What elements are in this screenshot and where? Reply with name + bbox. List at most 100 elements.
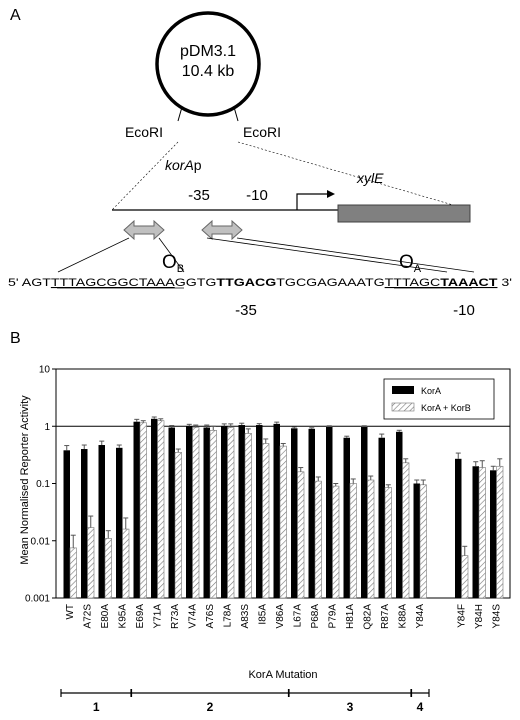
gene-box: [337, 204, 471, 223]
y-tick-label: 0.001: [25, 594, 50, 605]
bar-kora-korb: [496, 465, 504, 599]
ecori-left-tick: [177, 106, 183, 122]
ob-line-right: [158, 237, 185, 273]
group-label: 2: [207, 700, 214, 714]
x-tick-label: V86A: [275, 604, 286, 629]
bar-kora-korb: [279, 445, 287, 599]
bar-kora: [186, 426, 193, 598]
promoter-label: korAp: [165, 157, 202, 173]
oa-line-right: [236, 237, 475, 273]
bar-kora-korb: [244, 433, 252, 599]
bar-kora: [343, 437, 350, 598]
x-tick-label: WT: [65, 604, 76, 620]
bar-kora-korb: [69, 547, 77, 599]
ob-arrow: [123, 219, 165, 241]
y-tick-label: 10: [39, 365, 51, 376]
oa-label: OA: [399, 252, 422, 275]
bar-kora: [273, 423, 280, 598]
mutation-groups: 1 2 3 4: [60, 689, 430, 714]
promoter-minus10-label: -10: [246, 187, 268, 204]
legend-label-kora-korb: KorA + KorB: [421, 403, 471, 413]
bar-kora: [308, 428, 315, 598]
x-tick-label: A76S: [205, 604, 216, 629]
bar-kora-korb: [192, 427, 200, 599]
y-tick-label: 0.01: [31, 536, 51, 547]
ecori-right-label: EcoRI: [243, 124, 281, 140]
ecori-left-label: EcoRI: [125, 124, 163, 140]
x-tick-label: L78A: [223, 604, 234, 628]
bar-kora-korb: [297, 471, 305, 599]
x-tick-label: P68A: [310, 604, 321, 629]
x-tick-label: R73A: [170, 604, 181, 629]
bar-kora: [396, 431, 403, 598]
ob-line-left: [57, 237, 130, 273]
ecori-right-tick: [233, 106, 239, 122]
x-tick-label: A72S: [83, 604, 94, 629]
promoter-minus35-label: -35: [188, 187, 210, 204]
x-tick-label: K88A: [398, 604, 409, 629]
bar-kora: [133, 421, 140, 598]
bar-kora-korb: [349, 483, 357, 599]
bar-kora: [203, 427, 210, 598]
bar-kora: [168, 427, 175, 598]
x-tick-label: Y84S: [492, 604, 503, 629]
bar-kora: [413, 483, 420, 598]
bar-kora-korb: [332, 485, 340, 599]
x-tick-label: P79A: [328, 604, 339, 629]
group-label: 3: [347, 700, 354, 714]
bar-kora-korb: [402, 462, 410, 599]
x-tick-label: K95A: [118, 604, 129, 629]
legend-label-kora: KorA: [421, 386, 441, 396]
panel-a: A pDM3.1 10.4 kb EcoRI EcoRI korAp xylE …: [8, 7, 512, 319]
x-tick-label: Y84F: [457, 604, 468, 628]
panel-b-label: B: [10, 330, 21, 347]
bar-kora: [98, 445, 105, 598]
bar-kora-korb: [384, 487, 392, 599]
x-tick-label: L67A: [293, 604, 304, 628]
bar-kora: [151, 418, 158, 598]
bar-kora-korb: [122, 528, 130, 599]
bar-kora-korb: [139, 422, 147, 599]
bar-kora: [455, 458, 462, 598]
x-tick-label: I85A: [258, 604, 269, 625]
x-axis-label: KorA Mutation: [248, 669, 317, 681]
sequence: 5' AGT TTTAGCGGCTAAA GGTG TTGACG TGCGAGAAATG…: [8, 277, 512, 289]
ob-label: OB: [162, 252, 184, 275]
bar-kora-korb: [478, 467, 486, 599]
zoom-line-right: [237, 141, 471, 211]
panel-a-label: A: [10, 7, 21, 24]
bar-kora: [256, 425, 263, 598]
legend-swatch-kora-korb: [391, 402, 415, 412]
bar-kora: [472, 466, 479, 598]
bar-kora-korb: [157, 420, 165, 599]
bar-kora: [291, 428, 298, 598]
transcription-arrow-head: [327, 190, 335, 198]
x-tick-label: Y84H: [474, 604, 485, 629]
x-tick-label: Y71A: [153, 604, 164, 629]
bar-kora-korb: [209, 429, 217, 599]
group-label: 1: [93, 700, 100, 714]
bar-kora: [378, 437, 385, 598]
transcription-start-arrow: [296, 193, 327, 210]
sequence-minus10-label: -10: [453, 302, 475, 319]
bar-kora-korb: [104, 538, 112, 599]
bar-kora: [63, 450, 70, 598]
bar-kora-korb: [174, 452, 182, 599]
x-tick-label: R87A: [380, 604, 391, 629]
sequence-minus35-label: -35: [235, 302, 257, 319]
x-tick-label: E80A: [100, 604, 111, 629]
legend: KorA KorA + KorB: [383, 378, 495, 420]
group-label: 4: [417, 700, 424, 714]
x-tick-label: Y84A: [415, 604, 426, 629]
bar-kora-korb: [419, 484, 427, 599]
oa-line-left: [206, 237, 448, 273]
x-tick-label: H81A: [345, 604, 356, 629]
y-tick-label: 1: [44, 422, 50, 433]
bar-kora-korb: [461, 555, 469, 599]
bar-kora-korb: [87, 527, 95, 599]
bar-kora: [221, 426, 228, 598]
y-tick-label: 0.1: [36, 479, 50, 490]
bar-kora-korb: [367, 479, 375, 599]
x-tick-label: E69A: [135, 604, 146, 629]
